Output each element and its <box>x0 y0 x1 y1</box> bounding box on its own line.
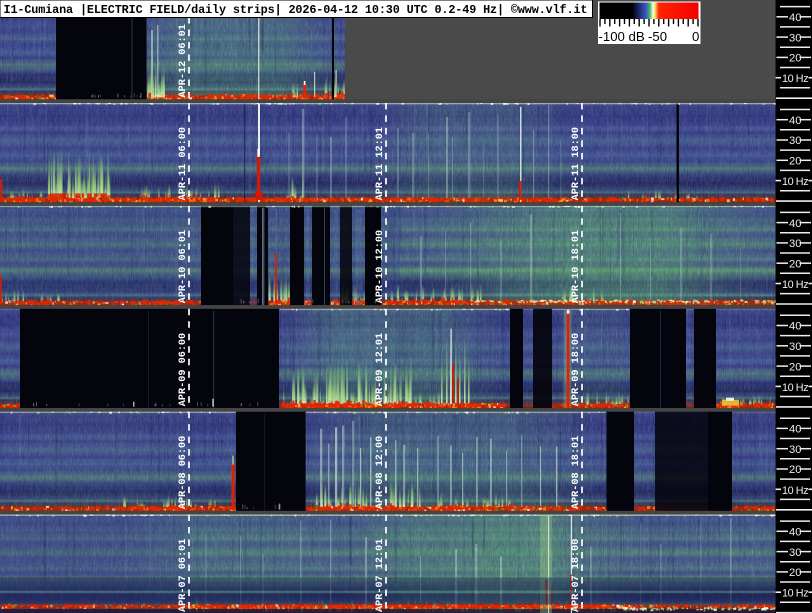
svg-text:APR-09 06:00: APR-09 06:00 <box>178 333 189 406</box>
svg-text:APR-11 12:01: APR-11 12:01 <box>375 127 386 200</box>
svg-text:APR-08 12:00: APR-08 12:00 <box>375 436 386 509</box>
svg-text:APR-11 18:00: APR-11 18:00 <box>571 127 582 200</box>
svg-text:APR-08 06:00: APR-08 06:00 <box>178 436 189 509</box>
svg-text:APR-10 06:01: APR-10 06:01 <box>178 230 189 303</box>
svg-text:APR-09 12:01: APR-09 12:01 <box>375 333 386 406</box>
svg-text:APR-10 12:00: APR-10 12:00 <box>375 230 386 303</box>
svg-text:APR-09 18:00: APR-09 18:00 <box>571 333 582 406</box>
svg-text:APR-12 06:01: APR-12 06:01 <box>178 24 189 97</box>
svg-text:APR-10 18:01: APR-10 18:01 <box>571 230 582 303</box>
svg-text:APR-11 06:00: APR-11 06:00 <box>178 127 189 200</box>
svg-text:APR-08 18:01: APR-08 18:01 <box>571 436 582 509</box>
